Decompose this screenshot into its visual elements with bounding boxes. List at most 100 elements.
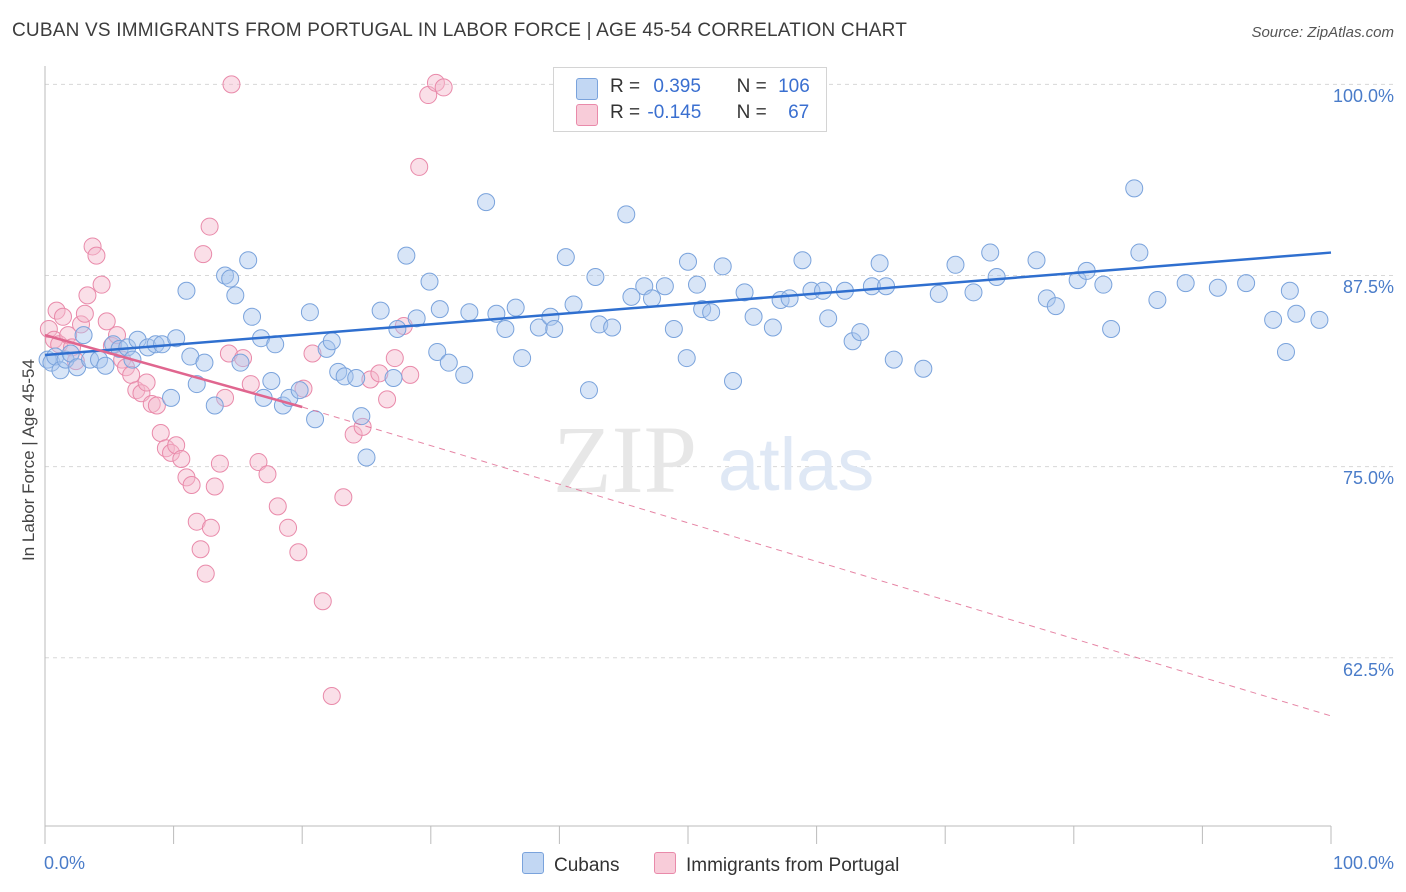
data-point (929, 284, 948, 303)
y-tick-label: 62.5% (1342, 660, 1394, 680)
data-point (410, 157, 429, 176)
data-point (378, 390, 397, 409)
data-point (289, 543, 308, 562)
data-point (75, 304, 94, 323)
data-point (167, 436, 186, 455)
data-point (617, 205, 636, 224)
data-point (72, 315, 91, 334)
data-point (744, 307, 763, 326)
data-point (306, 410, 325, 429)
data-point (506, 298, 525, 317)
data-point (249, 453, 268, 472)
data-point (96, 356, 115, 375)
data-point (564, 295, 583, 314)
data-point (529, 318, 548, 337)
data-point (1208, 278, 1227, 297)
legend-label: Cubans (554, 855, 620, 876)
data-point (385, 349, 404, 368)
data-point (303, 344, 322, 363)
legend-item-cubans[interactable]: Cubans (522, 852, 620, 877)
pink-points (39, 73, 453, 706)
data-point (987, 268, 1006, 287)
data-point (322, 332, 341, 351)
data-point (243, 307, 262, 326)
data-point (702, 303, 721, 322)
data-point (1037, 289, 1056, 308)
data-point (268, 497, 287, 516)
data-point (541, 307, 560, 326)
data-point (434, 78, 453, 97)
data-point (642, 289, 661, 308)
data-point (1280, 281, 1299, 300)
data-point (401, 365, 420, 384)
data-point (127, 381, 146, 400)
data-point (239, 251, 258, 270)
data-point (39, 320, 58, 339)
data-point (87, 246, 106, 265)
data-point (677, 349, 696, 368)
n-value: 106 (778, 76, 810, 97)
data-point (428, 342, 447, 361)
data-point (194, 245, 213, 264)
data-point (205, 396, 224, 415)
data-point (870, 254, 889, 273)
data-point (352, 407, 371, 426)
data-point (981, 243, 1000, 262)
data-point (97, 312, 116, 331)
source-label: Source: ZipAtlas.com (1251, 24, 1394, 41)
data-point (191, 540, 210, 559)
data-point (46, 347, 65, 366)
data-point (735, 283, 754, 302)
data-point (622, 287, 641, 306)
data-point (1310, 310, 1329, 329)
data-point (357, 448, 376, 467)
data-point (83, 237, 102, 256)
data-point (1237, 274, 1256, 293)
r-label: R = (610, 76, 641, 97)
n-label: N = (736, 76, 767, 97)
gridlines (45, 83, 1395, 659)
data-point (420, 272, 439, 291)
data-point (407, 309, 426, 328)
data-point (361, 370, 380, 389)
stats-legend: R = 0.395 N = 106 R = -0.145 N = 67 (553, 67, 827, 132)
data-point (586, 268, 605, 287)
data-point (851, 323, 870, 342)
r-value: 0.395 (653, 76, 701, 97)
trend-line-portugal-extension (302, 406, 1332, 717)
data-point (258, 465, 277, 484)
data-point (1102, 320, 1121, 339)
data-point (843, 332, 862, 351)
data-point (724, 372, 743, 391)
data-point (397, 246, 416, 265)
data-point (884, 350, 903, 369)
data-point (439, 353, 458, 372)
watermark: ZIP atlas (553, 406, 874, 513)
data-point (216, 266, 235, 285)
data-point (147, 396, 166, 415)
legend-swatch-blue (576, 78, 598, 100)
data-point (1046, 297, 1065, 316)
legend-item-portugal[interactable]: Immigrants from Portugal (654, 852, 899, 877)
data-point (371, 301, 390, 320)
data-point (172, 449, 191, 468)
data-point (556, 248, 575, 267)
data-point (196, 564, 215, 583)
trend-line-portugal (44, 333, 303, 409)
data-point (1130, 243, 1149, 262)
data-point (1148, 290, 1167, 309)
data-point (300, 303, 319, 322)
watermark-zip: ZIP (553, 406, 697, 513)
trend-line-cubans (44, 251, 1332, 357)
data-point (122, 365, 141, 384)
data-point (1264, 310, 1283, 329)
y-tick-label: 100.0% (1332, 86, 1394, 106)
data-point (579, 381, 598, 400)
data-point (1276, 342, 1295, 361)
data-point (664, 320, 683, 339)
y-tick-label: 75.0% (1342, 468, 1394, 488)
legend-swatch-pink (654, 852, 676, 874)
data-point (679, 252, 697, 271)
data-point (1027, 251, 1046, 270)
